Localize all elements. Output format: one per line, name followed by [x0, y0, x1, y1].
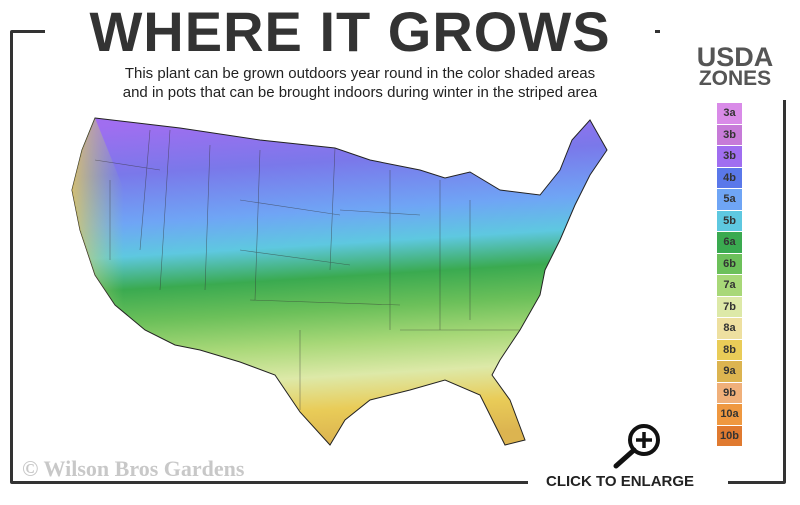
legend-zone-10a: 10a [717, 404, 742, 425]
legend-zone-3b: 3b [717, 146, 742, 167]
legend-zone-4b: 4b [717, 167, 742, 188]
state-borders [94, 129, 520, 410]
magnifier-plus-icon[interactable] [610, 422, 666, 470]
legend-title: USDA ZONES [696, 42, 774, 90]
legend-zone-8b: 8b [717, 339, 742, 360]
legend-zone-7b: 7b [717, 296, 742, 317]
subtitle: This plant can be grown outdoors year ro… [122, 65, 598, 101]
legend-zone-6b: 6b [717, 253, 742, 274]
page-title: WHERE IT GROWS [89, 0, 611, 63]
click-to-enlarge-button[interactable]: CLICK TO ENLARGE [546, 473, 695, 490]
legend-zone-3b: 3b [717, 124, 742, 145]
legend-zone-5a: 5a [717, 189, 742, 210]
legend-zone-6a: 6a [717, 232, 742, 253]
legend-zone-5b: 5b [717, 210, 742, 231]
legend-zone-7a: 7a [717, 275, 742, 296]
legend-zone-9b: 9b [717, 382, 742, 403]
zone-legend: 3a 3b 3b 4b 5a 5b 6a 6b 7a 7b 8a 8b 9a 9b 10a 10b [717, 103, 742, 447]
legend-zone-8a: 8a [717, 318, 742, 339]
legend-zone-3a: 3a [717, 103, 742, 124]
legend-zone-10b: 10b [717, 425, 742, 446]
copyright: © Wilson Bros Gardens [22, 456, 245, 481]
legend-zone-9a: 9a [717, 361, 742, 382]
